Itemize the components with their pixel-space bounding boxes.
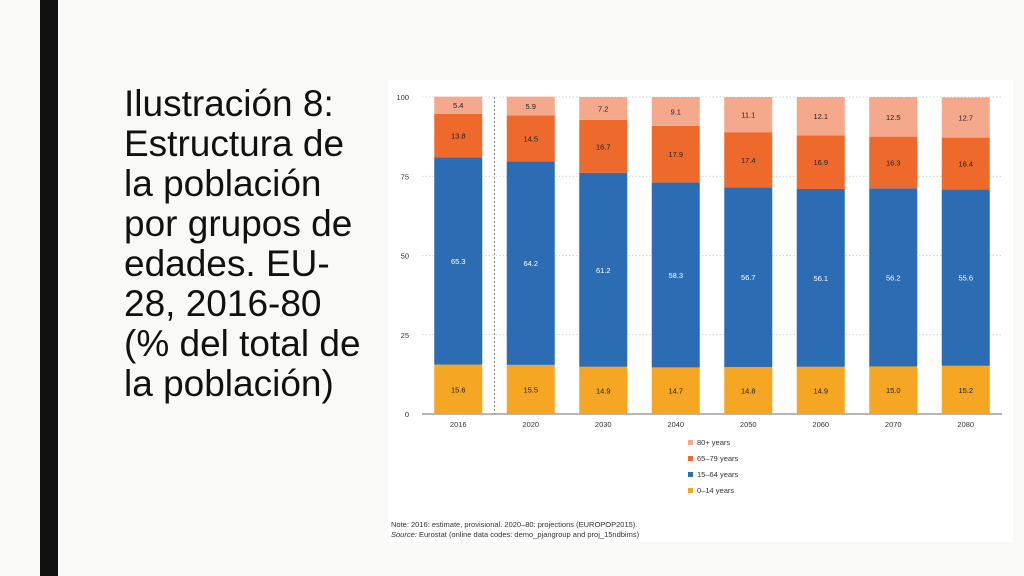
data-label: 16.4 — [958, 160, 973, 169]
data-label: 55.6 — [958, 274, 973, 283]
data-label: 14.8 — [741, 387, 756, 396]
bar-segment — [941, 189, 990, 366]
bar-segment — [506, 96, 555, 116]
data-label: 14.9 — [813, 386, 828, 395]
bar-segment — [434, 364, 483, 414]
bar-segment — [869, 188, 918, 367]
y-tick-label: 0 — [405, 410, 409, 419]
bar-segment — [434, 96, 483, 114]
data-label: 64.2 — [523, 259, 538, 268]
data-label: 61.2 — [596, 266, 611, 275]
slide-title: Ilustración 8: Estructura de la població… — [124, 83, 361, 404]
y-tick-label: 25 — [401, 331, 409, 340]
data-label: 58.3 — [668, 271, 683, 280]
data-label: 16.7 — [596, 142, 611, 151]
bar-segment — [651, 125, 700, 183]
data-label: 56.2 — [886, 273, 901, 282]
x-tick-label: 2080 — [957, 420, 974, 429]
x-tick-label: 2030 — [595, 420, 612, 429]
bar-segment — [651, 367, 700, 414]
x-tick-label: 2020 — [522, 420, 539, 429]
y-tick-label: 75 — [401, 172, 409, 181]
bar-segment — [724, 367, 773, 414]
data-label: 14.5 — [523, 134, 538, 143]
bar-segment — [579, 97, 628, 120]
chart-note: Note: 2016: estimate, provisional. 2020–… — [391, 520, 639, 540]
x-tick-label: 2070 — [885, 420, 902, 429]
left-accent-bar — [40, 0, 58, 576]
legend-swatch — [688, 488, 693, 493]
data-label: 14.9 — [596, 386, 611, 395]
bar-segment — [506, 115, 555, 162]
y-tick-label: 50 — [401, 252, 409, 261]
bar-segment — [579, 366, 628, 414]
bar-segment — [579, 119, 628, 173]
legend-label: 80+ years — [697, 438, 730, 447]
data-label: 12.1 — [813, 112, 828, 121]
data-label: 12.5 — [886, 113, 901, 122]
bar-segment — [941, 97, 990, 138]
legend-swatch — [688, 456, 693, 461]
bar-segment — [796, 366, 845, 414]
bar-segment — [869, 366, 918, 414]
x-tick-label: 2040 — [667, 420, 684, 429]
data-label: 15.0 — [886, 386, 901, 395]
data-label: 17.9 — [668, 150, 683, 159]
source-line: Source: Eurostat (online data codes: dem… — [391, 530, 639, 540]
data-label: 5.4 — [453, 101, 463, 110]
legend-label: 65–79 years — [697, 454, 739, 463]
bar-segment — [651, 97, 700, 126]
y-tick-label: 100 — [396, 93, 409, 102]
data-label: 11.1 — [741, 111, 755, 120]
bar-segment — [941, 137, 990, 190]
bar-segment — [869, 97, 918, 137]
bar-segment — [724, 97, 773, 133]
data-label: 7.2 — [598, 104, 608, 113]
legend-label: 0–14 years — [697, 486, 734, 495]
x-tick-label: 2060 — [812, 420, 829, 429]
bar-segment — [796, 135, 845, 189]
bar-segment — [796, 188, 845, 367]
legend-swatch — [688, 472, 693, 477]
bar-segment — [506, 161, 555, 365]
bar-segment — [796, 97, 845, 136]
legend-swatch — [688, 440, 693, 445]
data-label: 16.9 — [813, 158, 828, 167]
source-text: Eurostat (online data codes: demo_pjangr… — [416, 530, 640, 539]
data-label: 17.4 — [741, 156, 756, 165]
note-text: Note: 2016: estimate, provisional. 2020–… — [391, 520, 638, 529]
data-label: 9.1 — [671, 107, 681, 116]
data-label: 56.7 — [741, 273, 756, 282]
data-label: 13.8 — [451, 132, 466, 141]
x-tick-label: 2016 — [450, 420, 467, 429]
bar-segment — [724, 132, 773, 188]
data-label: 12.7 — [958, 113, 973, 122]
bar-segment — [506, 364, 555, 414]
data-label: 16.3 — [886, 158, 901, 167]
data-label: 5.9 — [526, 102, 536, 111]
data-label: 14.7 — [668, 387, 683, 396]
data-label: 56.1 — [813, 274, 828, 283]
data-label: 15.2 — [958, 386, 973, 395]
data-label: 65.3 — [451, 257, 466, 266]
data-label: 15.6 — [451, 385, 466, 394]
legend-label: 15–64 years — [697, 470, 739, 479]
chart-figure: 0 25 50 75 100 15.6 65.3 13.8 5.4 2016 15.5 64.2 14.… — [388, 80, 1013, 542]
bar-segment — [724, 187, 773, 368]
x-tick-label: 2050 — [740, 420, 757, 429]
bar-segment — [434, 113, 483, 158]
stacked-bar-chart: 0 25 50 75 100 15.6 65.3 13.8 5.4 2016 15.5 64.2 14.… — [396, 93, 1002, 495]
bar-segment — [579, 172, 628, 367]
bar-segment — [941, 365, 990, 414]
bar-segment — [869, 136, 918, 189]
source-label: Source: — [391, 530, 417, 539]
bar-segment — [434, 157, 483, 365]
bar-segment — [651, 182, 700, 368]
data-label: 15.5 — [523, 385, 538, 394]
